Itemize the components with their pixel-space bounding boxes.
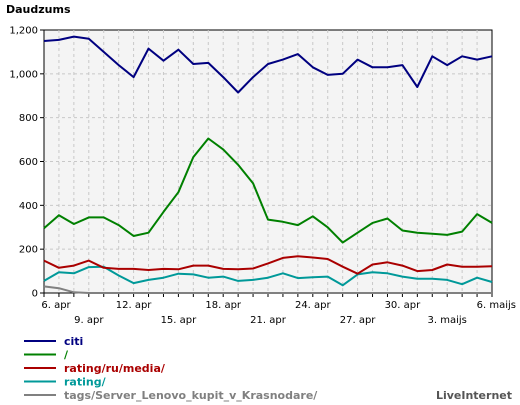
gridlines <box>44 30 492 293</box>
y-tick-label: 200 <box>19 245 38 256</box>
series-line-1 <box>43 137 493 244</box>
chart-title: Daudzums <box>6 3 71 16</box>
y-tick-label: 400 <box>19 201 38 212</box>
x-axis: 6. apr 12. apr 18. apr 24. apr 30. apr 6. mai… <box>41 293 516 326</box>
x-tick-label: 30. apr <box>385 300 422 311</box>
x-tick-label: 18. apr <box>205 300 242 311</box>
series-line-0 <box>43 35 493 94</box>
x-tick-label: 6. maijs <box>477 300 516 311</box>
y-tick-label: 600 <box>19 157 38 168</box>
series-line-2 <box>43 255 493 275</box>
series-line-3 <box>43 265 493 287</box>
y-tick-label: 0 <box>32 289 38 300</box>
x-tick-label: 21. apr <box>250 315 287 326</box>
y-tick-label: 1,200 <box>9 26 38 37</box>
x-tick-label: 9. apr <box>74 315 104 326</box>
x-tick-label: 12. apr <box>116 300 153 311</box>
legend-label: tags/Server_Lenovo_kupit_v_Krasnodare/ <box>64 389 318 402</box>
legend-label: / <box>64 349 69 362</box>
legend-label: rating/ <box>64 376 107 389</box>
x-tick-label: 6. apr <box>41 300 71 311</box>
x-tick-label: 3. maijs <box>428 315 467 326</box>
y-axis: 0 200 400 600 800 1,000 1,200 <box>9 26 44 300</box>
legend-label: rating/ru/media/ <box>64 362 166 375</box>
x-tick-label: 27. apr <box>340 315 377 326</box>
series-line-4 <box>43 285 492 294</box>
series-layer <box>43 35 493 294</box>
liveinternet-watermark: LiveInternet <box>436 389 512 402</box>
legend: citi/rating/ru/media/rating/tags/Server_… <box>24 335 318 402</box>
legend-label: citi <box>64 335 83 348</box>
x-tick-label: 24. apr <box>295 300 332 311</box>
x-tick-label: 15. apr <box>161 315 198 326</box>
y-tick-label: 1,000 <box>9 69 38 80</box>
y-tick-label: 800 <box>19 113 38 124</box>
